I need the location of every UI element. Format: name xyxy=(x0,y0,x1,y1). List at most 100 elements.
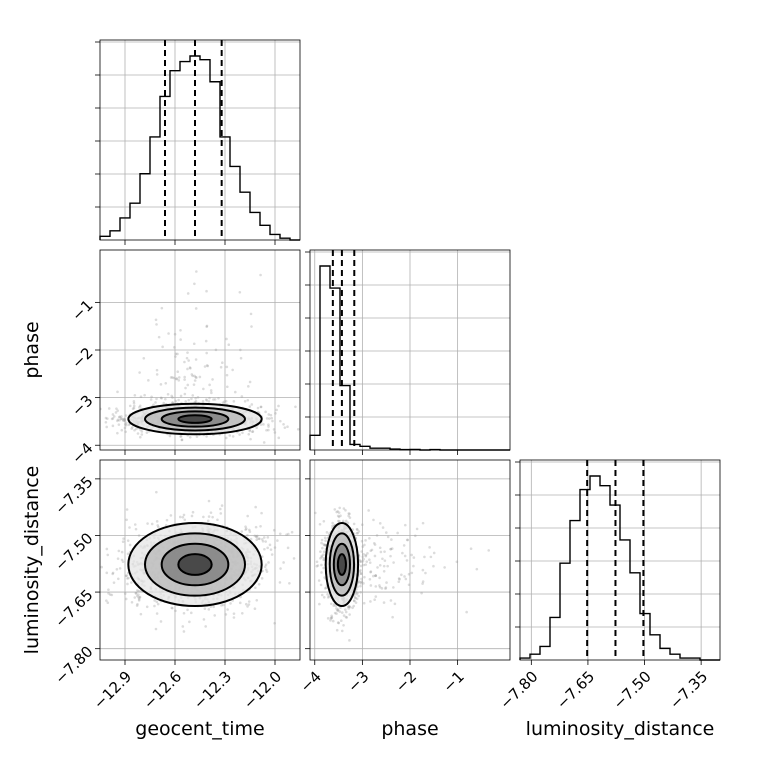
sample-point xyxy=(155,397,158,401)
sample-point xyxy=(156,524,160,527)
sample-point xyxy=(338,506,342,510)
sample-point xyxy=(205,399,209,402)
sample-point xyxy=(167,332,170,335)
sample-point xyxy=(429,555,433,559)
sample-point xyxy=(269,413,273,417)
sample-point xyxy=(288,581,291,585)
sample-point xyxy=(333,611,337,615)
sample-point xyxy=(270,416,273,420)
sample-point xyxy=(116,409,120,412)
sample-point xyxy=(267,561,270,564)
sample-point xyxy=(180,438,184,442)
sample-point xyxy=(344,508,347,512)
sample-point xyxy=(248,405,252,408)
sample-point xyxy=(322,520,326,523)
sample-point xyxy=(194,399,198,403)
sample-point xyxy=(400,573,403,577)
sample-point xyxy=(275,408,278,412)
sample-point xyxy=(356,531,360,535)
sample-point xyxy=(121,540,125,543)
sample-point xyxy=(370,548,374,552)
sample-point xyxy=(217,396,220,400)
sample-point xyxy=(176,370,180,374)
sample-point xyxy=(106,417,109,420)
sample-point xyxy=(403,575,406,578)
contour-line-2 xyxy=(328,532,356,597)
sample-point xyxy=(189,366,192,370)
sample-point xyxy=(412,564,415,568)
sample-point xyxy=(329,616,333,620)
sample-point xyxy=(381,526,385,529)
sample-point xyxy=(147,379,150,382)
hist-panel-geocent_time xyxy=(95,39,301,245)
sample-point xyxy=(367,509,370,512)
sample-point xyxy=(319,557,322,560)
sample-point xyxy=(246,534,249,537)
sample-point xyxy=(256,406,260,410)
sample-point xyxy=(183,392,187,396)
sample-point xyxy=(205,435,208,438)
sample-point xyxy=(138,595,142,599)
sample-point xyxy=(336,608,340,611)
sample-point xyxy=(123,426,127,430)
sample-point xyxy=(191,394,195,397)
sample-point xyxy=(356,591,359,595)
sample-point xyxy=(264,568,268,571)
sample-point xyxy=(153,604,156,608)
sample-point xyxy=(347,514,350,518)
sample-point xyxy=(122,537,125,540)
sample-point xyxy=(347,605,351,608)
sample-point xyxy=(177,398,180,402)
sample-point xyxy=(100,565,103,569)
sample-point xyxy=(389,599,393,602)
sample-point xyxy=(186,292,190,295)
sample-point xyxy=(155,520,159,523)
sample-point xyxy=(105,571,109,575)
sample-point xyxy=(405,559,409,562)
sample-point xyxy=(382,569,386,573)
sample-point xyxy=(330,616,334,619)
sample-point xyxy=(224,436,228,440)
sample-point xyxy=(152,403,155,407)
sample-point xyxy=(210,391,213,395)
x-tick-label-luminosity_distance-0: −7.80 xyxy=(496,668,541,713)
sample-point xyxy=(325,531,329,534)
sample-point xyxy=(319,583,323,587)
sample-point xyxy=(378,585,382,589)
sample-point xyxy=(320,538,324,542)
sample-point xyxy=(182,611,186,615)
hist-panel-luminosity_distance xyxy=(515,459,721,665)
sample-point xyxy=(391,615,394,619)
density-fill-3 xyxy=(337,554,346,575)
sample-point xyxy=(146,522,149,525)
sample-point xyxy=(392,586,395,589)
sample-point xyxy=(54,404,57,407)
sample-point xyxy=(97,565,100,568)
sample-point xyxy=(161,345,164,349)
y-tick-label-phase-0: −4 xyxy=(68,439,96,467)
xlabel-geocent-time: geocent_time xyxy=(135,718,264,740)
sample-point xyxy=(112,581,116,584)
sample-point xyxy=(359,572,363,575)
sample-point xyxy=(421,521,425,525)
sample-point xyxy=(337,621,341,625)
sample-point xyxy=(164,381,168,385)
sample-point xyxy=(170,394,174,398)
sample-point xyxy=(130,427,133,430)
sample-point xyxy=(157,335,161,339)
sample-point xyxy=(95,429,98,432)
sample-point xyxy=(90,587,93,590)
sample-point xyxy=(130,600,134,604)
sample-point xyxy=(339,619,343,623)
sample-point xyxy=(353,599,356,603)
sample-point xyxy=(368,561,372,564)
sample-point xyxy=(346,521,350,525)
sample-point xyxy=(336,609,340,612)
sample-point xyxy=(340,629,344,633)
sample-point xyxy=(159,396,163,400)
sample-point xyxy=(406,538,410,542)
contour-line-0 xyxy=(336,553,347,576)
sample-point xyxy=(180,438,184,442)
sample-point xyxy=(292,557,296,560)
sample-point xyxy=(154,627,158,631)
